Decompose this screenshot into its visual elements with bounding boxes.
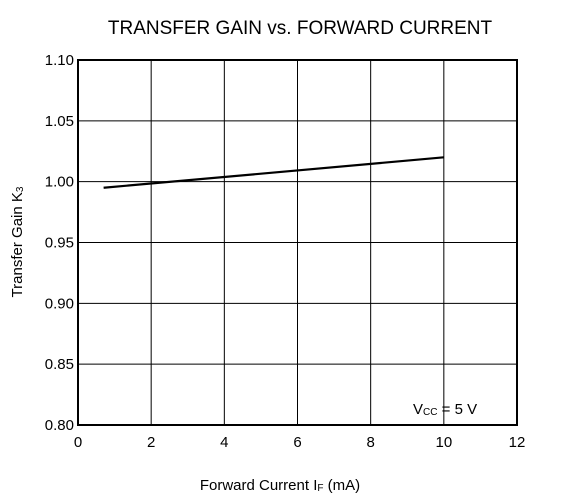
y-tick-label: 1.05 [45, 113, 74, 130]
y-axis-label: Transfer Gain K3 [9, 186, 26, 297]
x-tick-label: 12 [509, 434, 526, 451]
x-tick-label: 10 [435, 434, 452, 451]
x-tick-label: 2 [147, 434, 155, 451]
y-tick-label: 0.95 [45, 235, 74, 252]
data-line [103, 156, 444, 189]
y-tick-label: 1.00 [45, 174, 74, 191]
x-axis-label: Forward Current IF (mA) [200, 477, 360, 494]
y-label-text: Transfer Gain K [9, 192, 26, 297]
annotation-suffix: = 5 V [437, 401, 477, 418]
x-label-text: Forward Current I [200, 477, 318, 494]
plot-frame [77, 59, 518, 426]
x-tick-label: 6 [293, 434, 301, 451]
x-label-suffix: (mA) [323, 477, 360, 494]
annotation-sub: CC [423, 407, 437, 418]
y-tick-label: 1.10 [45, 52, 74, 69]
x-tick-label: 4 [220, 434, 228, 451]
y-tick-label: 0.90 [45, 295, 74, 312]
y-tick-label: 0.85 [45, 356, 74, 373]
x-label-sub: F [317, 483, 323, 494]
annotation: VCC = 5 V [413, 401, 477, 418]
y-label-sub: 3 [15, 186, 26, 192]
x-tick-label: 8 [366, 434, 374, 451]
x-tick-label: 0 [74, 434, 82, 451]
y-tick-label: 0.80 [45, 417, 74, 434]
annotation-text: V [413, 401, 423, 418]
chart-title: TRANSFER GAIN vs. FORWARD CURRENT [108, 18, 493, 39]
